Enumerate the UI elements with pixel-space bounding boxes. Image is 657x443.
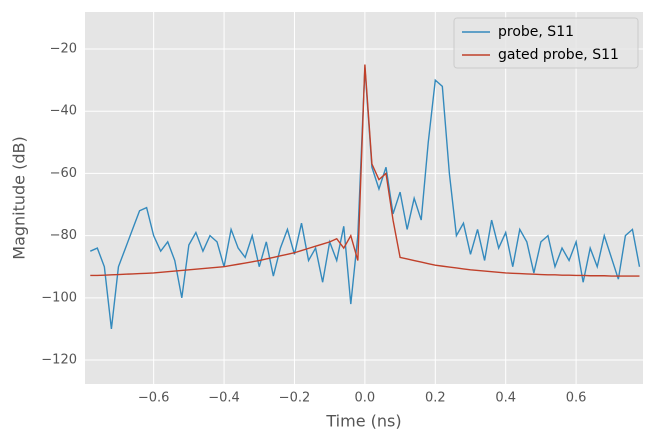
- x-tick-label: 0.4: [495, 391, 516, 406]
- x-tick-label: −0.2: [279, 391, 311, 406]
- legend-label: probe, S11: [498, 24, 574, 40]
- y-tick-label: −80: [50, 228, 77, 243]
- y-tick-label: −40: [50, 104, 77, 119]
- y-tick-label: −20: [50, 42, 77, 57]
- legend-box: [453, 17, 639, 69]
- legend-label: gated probe, S11: [498, 47, 619, 63]
- x-tick-label: 0.6: [566, 391, 587, 406]
- y-tick-label: −120: [41, 353, 77, 368]
- y-tick-label: −60: [50, 166, 77, 181]
- x-axis-label: Time (ns): [325, 412, 401, 431]
- y-axis-label: Magnitude (dB): [10, 136, 29, 259]
- x-tick-label: 0.0: [355, 391, 376, 406]
- x-tick-label: 0.2: [425, 391, 446, 406]
- x-tick-label: −0.4: [208, 391, 240, 406]
- x-tick-label: −0.6: [138, 391, 170, 406]
- y-tick-label: −100: [41, 290, 77, 305]
- data-line: [90, 64, 640, 277]
